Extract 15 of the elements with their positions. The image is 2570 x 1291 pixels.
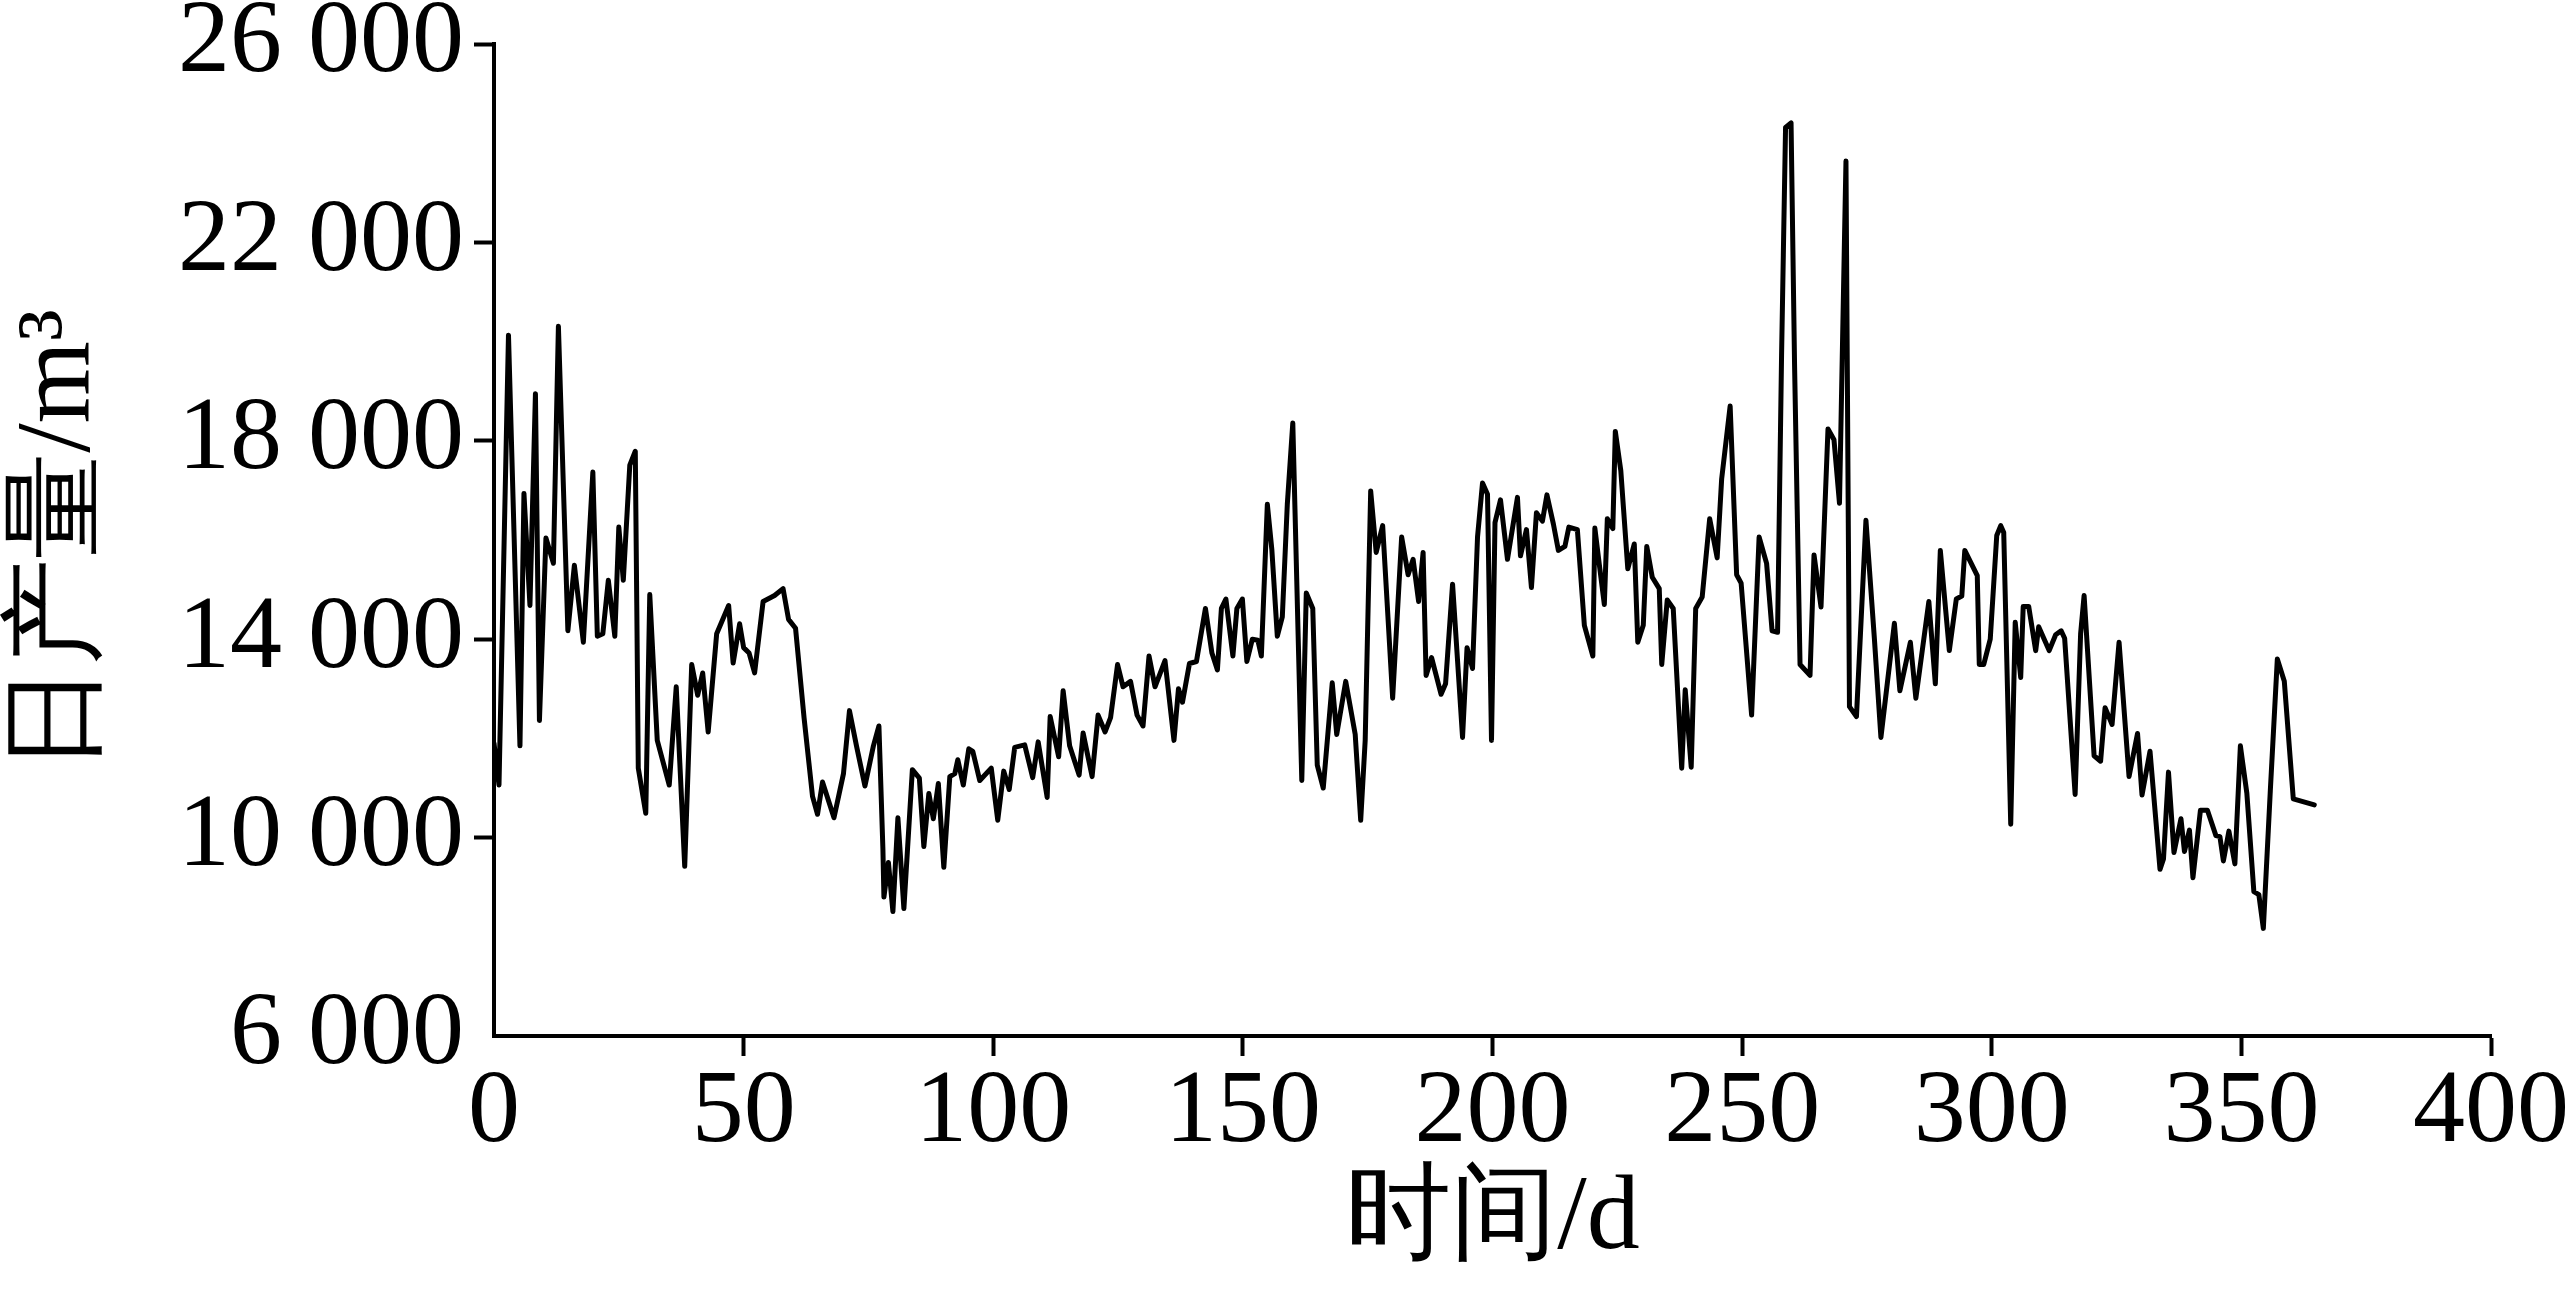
x-tick-label: 50	[691, 1048, 796, 1164]
y-axis-title: 日产量/m³	[0, 309, 112, 771]
y-tick-label: 22 000	[178, 176, 464, 292]
x-tick-label: 250	[1664, 1048, 1821, 1164]
x-tick-label: 100	[915, 1048, 1072, 1164]
x-tick-label: 0	[468, 1048, 520, 1164]
x-tick-label: 150	[1164, 1048, 1321, 1164]
y-tick-label: 14 000	[178, 573, 464, 689]
x-tick-label: 300	[1913, 1048, 2070, 1164]
x-tick-label: 350	[2163, 1048, 2320, 1164]
y-tick-label: 10 000	[178, 771, 464, 887]
x-tick-label: 400	[2413, 1048, 2569, 1164]
y-tick-label: 26 000	[178, 0, 464, 94]
y-tick-label: 18 000	[178, 375, 464, 491]
y-tick-label: 6 000	[230, 970, 464, 1086]
